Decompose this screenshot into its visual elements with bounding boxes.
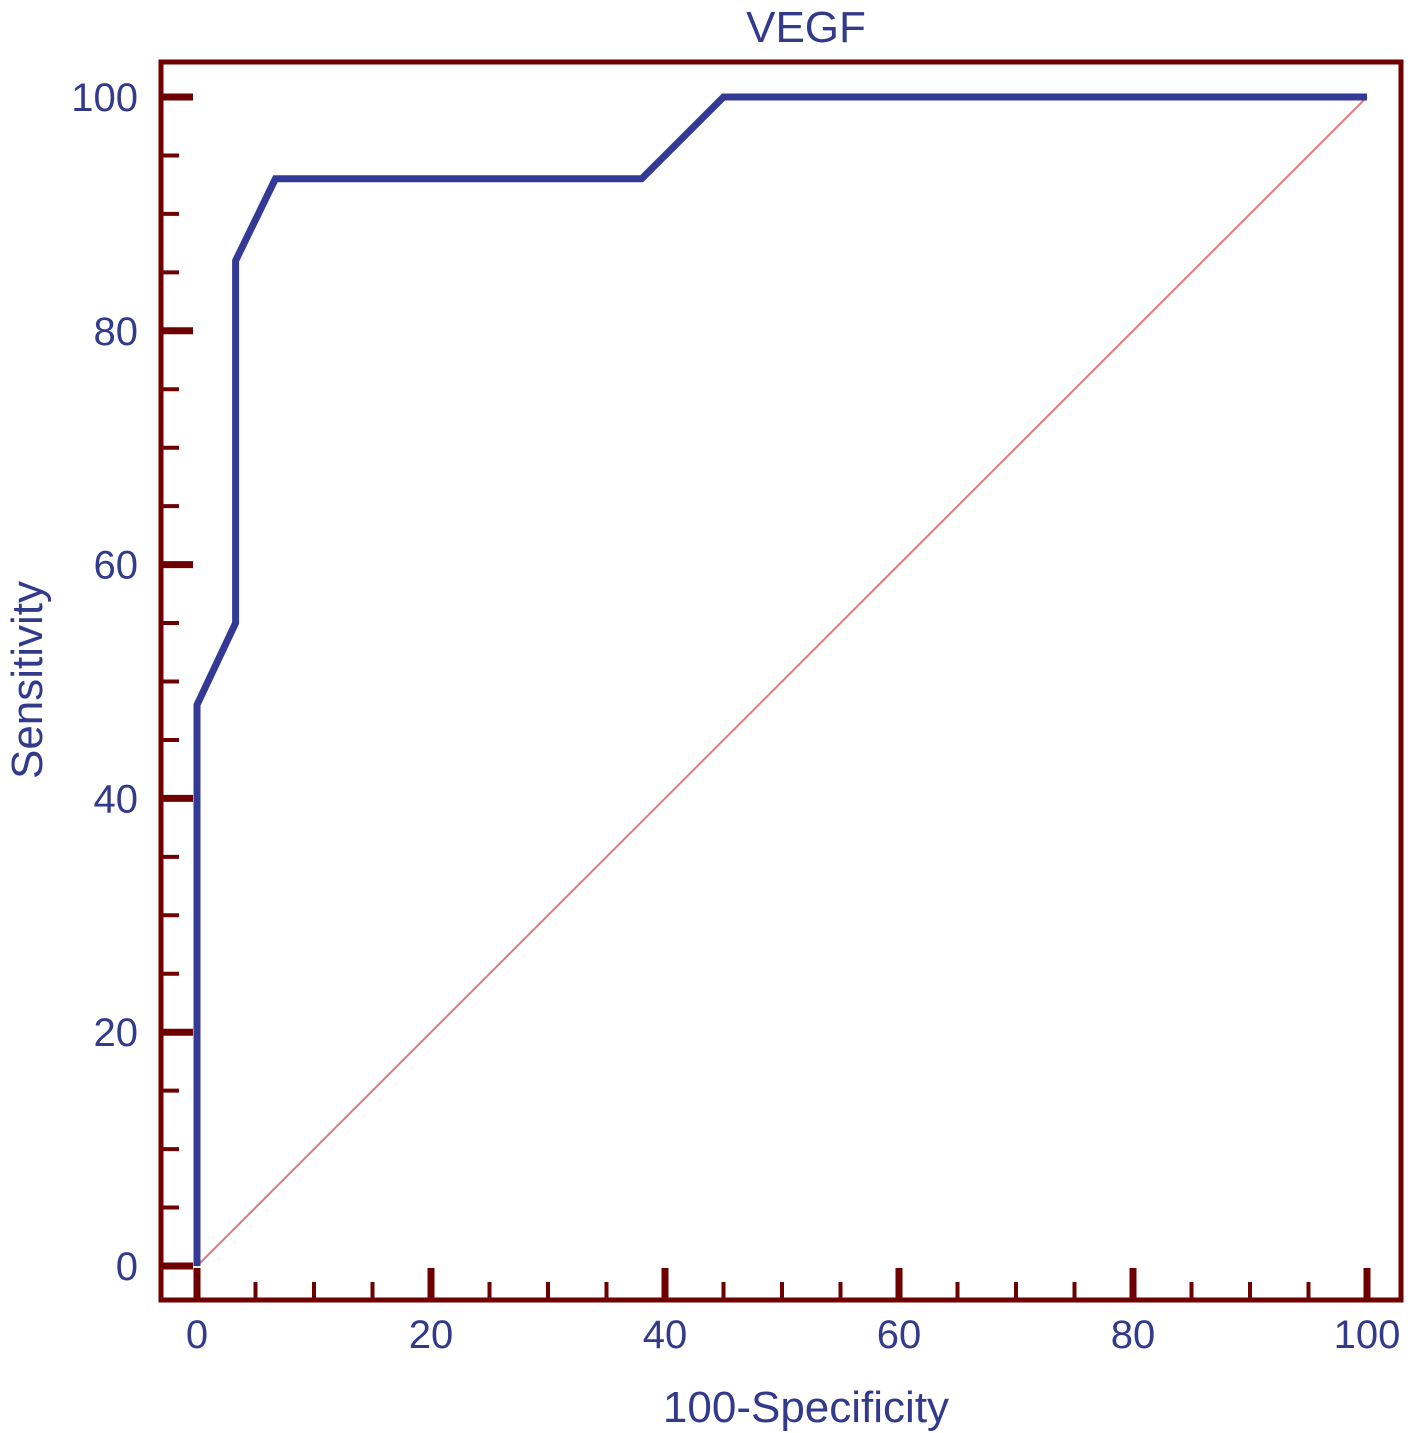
x-axis-tick-labels: 0 20 40 60 80 100 xyxy=(186,1313,1401,1357)
y-axis-tick-labels: 0 20 40 60 80 100 xyxy=(71,76,138,1289)
y-tick-label: 20 xyxy=(94,1011,139,1055)
x-tick-label: 40 xyxy=(643,1313,688,1357)
roc-curve-line xyxy=(193,93,1367,1266)
x-tick-label: 60 xyxy=(877,1313,922,1357)
x-tick-label: 100 xyxy=(1334,1313,1401,1357)
y-tick-label: 60 xyxy=(94,544,139,588)
y-tick-label: 100 xyxy=(71,76,138,120)
y-tick-label: 80 xyxy=(94,310,139,354)
y-tick-label: 0 xyxy=(116,1245,138,1289)
x-axis-label: 100-Specificity xyxy=(663,1383,949,1432)
x-tick-label: 80 xyxy=(1111,1313,1156,1357)
y-axis-ticks xyxy=(161,93,193,1270)
y-tick-label: 40 xyxy=(94,777,139,821)
x-tick-label: 0 xyxy=(186,1313,208,1357)
reference-diagonal-line xyxy=(196,96,1368,1267)
y-axis-label: Sensitivity xyxy=(3,581,52,779)
x-axis-ticks xyxy=(193,1268,1371,1300)
x-tick-label: 20 xyxy=(409,1313,454,1357)
chart-title: VEGF xyxy=(746,3,866,52)
